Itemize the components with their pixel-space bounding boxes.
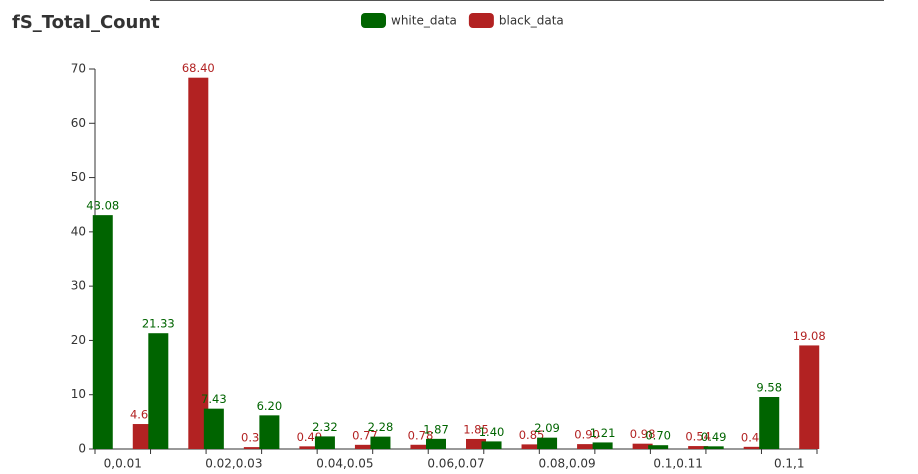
value-label: 2.28 bbox=[368, 420, 394, 434]
bar bbox=[92, 215, 113, 449]
value-label: 1.85 bbox=[463, 422, 489, 436]
value-label: 0.98 bbox=[630, 427, 656, 441]
bar bbox=[799, 345, 820, 449]
bar bbox=[299, 446, 320, 449]
x-tick-label: 0.1,1 bbox=[774, 457, 805, 471]
bar bbox=[188, 77, 209, 449]
x-tick-label: 0.02,0.03 bbox=[205, 457, 262, 471]
y-tick-label: 70 bbox=[71, 62, 86, 76]
x-tick-label: 0.06,0.07 bbox=[427, 457, 484, 471]
y-tick-label: 40 bbox=[71, 224, 86, 238]
value-label: 1.40 bbox=[479, 425, 505, 439]
bar bbox=[203, 408, 224, 449]
bar bbox=[481, 441, 502, 449]
value-label: 0.54 bbox=[685, 430, 711, 444]
bar bbox=[632, 443, 653, 449]
value-label: 19.08 bbox=[793, 329, 826, 343]
value-label: 2.32 bbox=[312, 420, 338, 434]
y-tick-label: 0 bbox=[78, 442, 86, 456]
value-label: 43.08 bbox=[86, 199, 119, 213]
x-tick-label: 0,0.01 bbox=[104, 457, 142, 471]
bar bbox=[354, 444, 375, 449]
value-label: 0.78 bbox=[408, 428, 434, 442]
bar bbox=[426, 438, 446, 449]
x-tick-label: 0.1,0.11 bbox=[653, 457, 703, 471]
legend-label: white_data bbox=[391, 14, 457, 28]
chart-title: fS_Total_Count bbox=[12, 12, 160, 33]
value-label: 2.09 bbox=[534, 421, 560, 435]
value-label: 6.20 bbox=[257, 399, 283, 413]
bar bbox=[537, 437, 558, 449]
value-label: 1.21 bbox=[590, 426, 616, 440]
y-tick-label: 10 bbox=[71, 387, 86, 401]
value-label: 68.40 bbox=[182, 61, 215, 75]
bar bbox=[703, 446, 724, 449]
bar bbox=[148, 333, 169, 449]
bar bbox=[577, 444, 598, 449]
bar bbox=[370, 436, 391, 449]
legend-label: black_data bbox=[499, 14, 564, 28]
bar bbox=[521, 444, 542, 449]
value-label: 0.70 bbox=[645, 429, 671, 443]
bar bbox=[759, 396, 780, 449]
bar bbox=[259, 415, 280, 449]
bar bbox=[743, 446, 764, 449]
legend-swatch bbox=[361, 13, 386, 28]
value-label: 21.33 bbox=[142, 317, 175, 331]
bar bbox=[592, 442, 613, 449]
value-label: 0.49 bbox=[701, 430, 727, 444]
value-label: 9.58 bbox=[756, 380, 782, 394]
value-label: 0.90 bbox=[574, 428, 600, 442]
bar bbox=[466, 438, 486, 449]
bar bbox=[410, 444, 431, 449]
x-tick-label: 0.04,0.05 bbox=[316, 457, 373, 471]
y-tick-label: 30 bbox=[71, 279, 86, 293]
y-tick-label: 50 bbox=[71, 170, 86, 184]
bar bbox=[314, 436, 335, 449]
bar bbox=[648, 445, 669, 449]
bar bbox=[243, 447, 264, 449]
y-tick-label: 60 bbox=[71, 116, 86, 130]
bar bbox=[132, 424, 153, 449]
legend-swatch bbox=[468, 13, 494, 28]
bar bbox=[688, 446, 709, 449]
x-tick-label: 0.08,0.09 bbox=[538, 457, 595, 471]
value-label: 7.43 bbox=[201, 392, 227, 406]
value-label: 1.87 bbox=[423, 422, 449, 436]
y-tick-label: 20 bbox=[71, 333, 86, 347]
